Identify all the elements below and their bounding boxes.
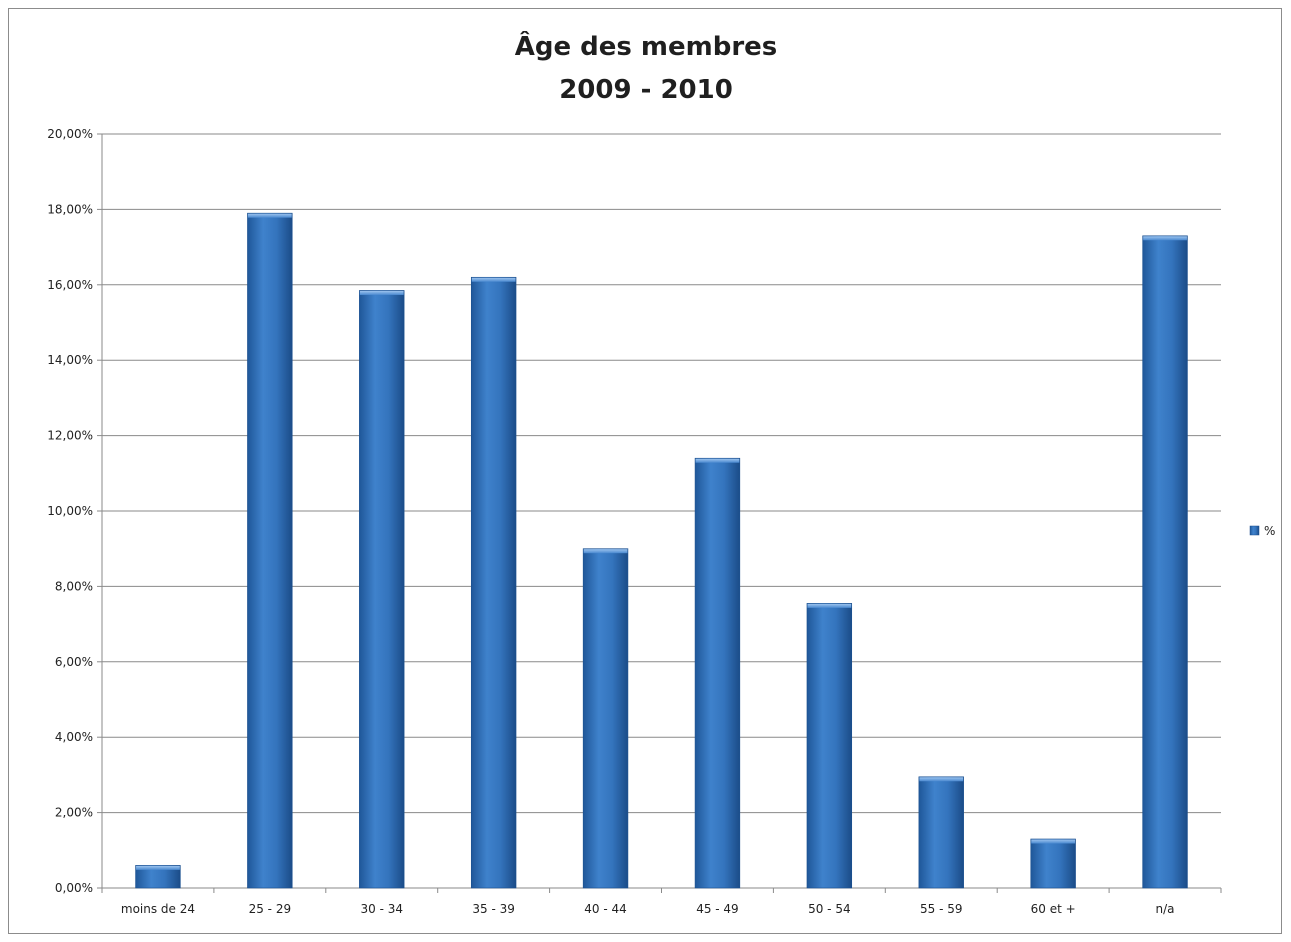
- bar-top-highlight: [136, 865, 180, 870]
- y-tick-label: 14,00%: [47, 353, 93, 367]
- y-tick-label: 6,00%: [55, 655, 93, 669]
- bars: [135, 212, 1188, 889]
- legend-swatch: [1249, 525, 1260, 536]
- bar-top-highlight: [1031, 839, 1076, 844]
- bar: [135, 865, 181, 889]
- y-tick-label: 20,00%: [47, 127, 93, 141]
- y-tick-label: 0,00%: [55, 881, 93, 895]
- legend: %: [1249, 524, 1275, 538]
- x-category-label: 30 - 34: [361, 902, 404, 916]
- y-tick-label: 16,00%: [47, 278, 93, 292]
- bar: [247, 212, 293, 889]
- chart-subtitle: 2009 - 2010: [559, 75, 733, 105]
- bar-body: [135, 865, 181, 889]
- bar-top-highlight: [1143, 236, 1187, 241]
- bar: [806, 603, 853, 889]
- bar-top-highlight: [583, 549, 628, 554]
- x-category-label: 50 - 54: [808, 902, 851, 916]
- bar-body: [247, 212, 293, 889]
- bar-top-highlight: [807, 603, 852, 608]
- bar-body: [359, 290, 405, 889]
- bar-top-highlight: [247, 213, 292, 218]
- x-axis-category-labels: moins de 24 25 - 29 30 - 34 35 - 39 40 - 44 4…: [121, 902, 1175, 916]
- bar-body: [918, 776, 964, 889]
- x-category-label: n/a: [1156, 902, 1175, 916]
- bar-body: [470, 276, 517, 889]
- x-category-label: 60 et +: [1031, 902, 1076, 916]
- y-tick-label: 8,00%: [55, 579, 93, 593]
- bar-top-highlight: [359, 290, 404, 295]
- y-tick-label: 12,00%: [47, 429, 93, 443]
- bar-body: [1030, 838, 1076, 889]
- bar-body: [1142, 235, 1188, 889]
- y-tick-label: 10,00%: [47, 504, 93, 518]
- x-category-label: moins de 24: [121, 902, 195, 916]
- bar: [359, 290, 405, 889]
- x-category-label: 40 - 44: [584, 902, 627, 916]
- legend-label: %: [1264, 524, 1275, 538]
- bar: [918, 776, 964, 889]
- y-tick-label: 4,00%: [55, 730, 93, 744]
- y-tick-label: 2,00%: [55, 806, 93, 820]
- y-tick-label: 18,00%: [47, 202, 93, 216]
- bar: [582, 548, 629, 889]
- bar-body: [694, 457, 741, 889]
- bar-top-highlight: [471, 277, 516, 282]
- x-category-label: 45 - 49: [696, 902, 739, 916]
- bar-chart: Âge des membres 2009 - 2010 0,00% 2,00% 4,…: [47, 30, 1275, 916]
- x-category-label: 55 - 59: [920, 902, 963, 916]
- chart-title: Âge des membres: [515, 30, 778, 62]
- y-axis-tick-labels: 0,00% 2,00% 4,00% 6,00% 8,00% 10,00% 12,00% 14,…: [47, 127, 93, 895]
- bar: [1030, 838, 1076, 889]
- bar: [470, 276, 517, 889]
- bar-top-highlight: [695, 458, 740, 463]
- x-category-label: 25 - 29: [249, 902, 292, 916]
- bar: [1142, 235, 1188, 889]
- bar-body: [582, 548, 629, 889]
- x-category-label: 35 - 39: [472, 902, 515, 916]
- chart-frame: Âge des membres 2009 - 2010 0,00% 2,00% 4,…: [8, 8, 1282, 934]
- bar: [694, 457, 741, 889]
- bar-body: [806, 603, 853, 889]
- bar-top-highlight: [919, 777, 964, 782]
